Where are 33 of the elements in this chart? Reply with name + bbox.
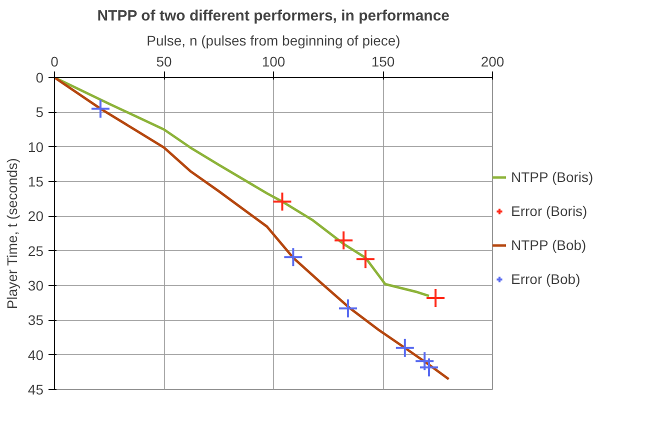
y-tick-label: 35 xyxy=(28,312,44,328)
line-series xyxy=(54,78,450,380)
point xyxy=(426,288,446,308)
point xyxy=(418,357,439,378)
y-axis-title: Player Time, t (seconds) xyxy=(4,158,20,310)
point xyxy=(283,247,304,268)
x-tick-label: 200 xyxy=(480,54,504,70)
y-tick-label: 0 xyxy=(36,70,44,86)
y-tick-label: 25 xyxy=(28,242,44,259)
y-tick-label: 10 xyxy=(28,138,44,155)
x-tick-label: 50 xyxy=(156,54,172,70)
y-tick-label: 5 xyxy=(36,104,44,120)
y-tick-label: 45 xyxy=(28,382,44,398)
y-tick-label: 40 xyxy=(28,346,44,363)
chart-title: NTPP of two different performers, in performance xyxy=(97,8,450,24)
point xyxy=(414,351,435,372)
x-tick-label: 100 xyxy=(262,54,286,70)
point xyxy=(90,98,110,119)
point xyxy=(334,230,354,250)
legend-label: NTPP (Bob) xyxy=(511,237,586,253)
y-tick-label: 20 xyxy=(28,208,44,224)
point xyxy=(394,338,415,358)
x-tick-label: 150 xyxy=(371,54,395,70)
legend-label: Error (Boris) xyxy=(511,203,588,219)
point xyxy=(272,192,292,212)
x-tick-label: 0 xyxy=(50,54,59,70)
y-tick-label: 30 xyxy=(28,278,44,294)
legend-label: Error (Bob) xyxy=(511,271,580,287)
legend-label: NTPP (Boris) xyxy=(511,169,594,185)
y-tick-label: 15 xyxy=(28,174,44,190)
x-axis-title: Pulse, n (pulses from beginning of piece) xyxy=(146,32,400,48)
point xyxy=(338,298,358,318)
point xyxy=(355,249,376,270)
